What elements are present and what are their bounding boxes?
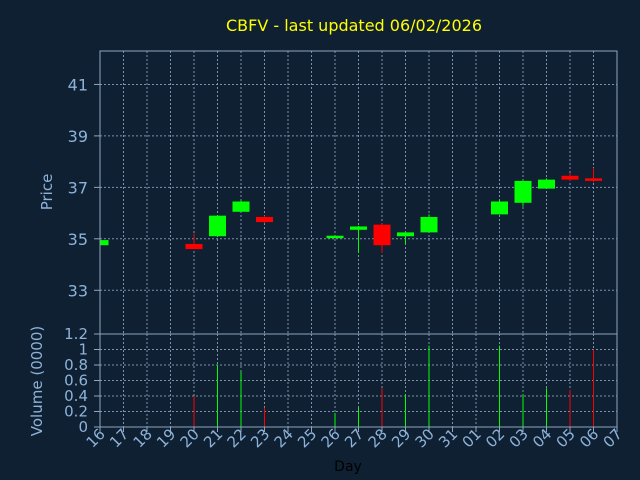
candle-body	[232, 201, 250, 212]
price-tick-label: 39	[68, 127, 88, 146]
candle-body	[326, 235, 344, 239]
volume-tick-label: 1	[78, 341, 88, 359]
volume-tick-label: 0.2	[64, 403, 88, 421]
price-tick-label: 33	[68, 281, 88, 300]
candle-body	[100, 240, 109, 246]
candle-body	[185, 243, 203, 250]
candle-body	[514, 180, 532, 203]
price-candles	[99, 168, 602, 253]
x-axis-label: Day	[334, 459, 362, 475]
volume-axis-label: Volume (0000)	[28, 326, 46, 436]
volume-tick-label: 1.2	[64, 325, 88, 343]
candle-body	[538, 179, 555, 189]
price-axis-label: Price	[38, 174, 56, 211]
candle-body	[585, 178, 602, 181]
price-axis-ticks: 33 35 37 39 41	[68, 75, 100, 300]
volume-tick-label: 0.6	[64, 372, 88, 390]
volume-tick-label: 0.4	[64, 387, 88, 405]
volume-bars	[193, 345, 594, 427]
price-tick-label: 35	[68, 230, 88, 249]
candle-body	[561, 175, 579, 180]
candle-body	[373, 224, 391, 246]
volume-tick-label: 0	[78, 418, 88, 436]
candle-body	[350, 226, 367, 230]
x-axis-ticks: 1617181920212223242526272829303101020304…	[83, 425, 626, 451]
candle-body	[420, 216, 438, 233]
candle-body	[209, 215, 226, 237]
volume-tick-label: 0.8	[64, 356, 88, 374]
candle-body	[397, 232, 414, 237]
candle-body	[491, 201, 508, 215]
price-tick-label: 41	[68, 75, 88, 94]
candle-body	[256, 216, 273, 223]
price-tick-label: 37	[68, 178, 88, 197]
volume-axis-ticks: 00.20.40.60.811.2	[64, 325, 100, 436]
chart-title: CBFV - last updated 06/02/2026	[226, 16, 482, 35]
